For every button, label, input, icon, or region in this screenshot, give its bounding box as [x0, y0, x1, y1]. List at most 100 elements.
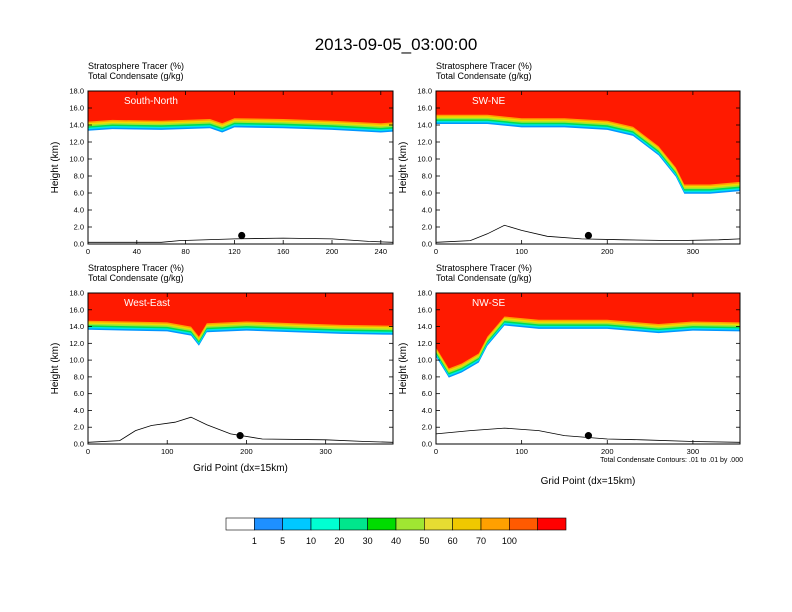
- y-tick-label: 6.0: [74, 389, 84, 398]
- y-axis-label: Height (km): [398, 343, 409, 395]
- x-tick-label: 240: [375, 247, 388, 256]
- y-tick-label: 2.0: [422, 223, 432, 232]
- colorbar-label: 40: [391, 536, 401, 546]
- colorbar-label: 20: [334, 536, 344, 546]
- x-tick-label: 300: [319, 447, 332, 456]
- y-tick-label: 16.0: [417, 305, 432, 314]
- colorbar-label: 30: [363, 536, 373, 546]
- panel-label: West-East: [124, 298, 170, 309]
- x-axis-label: Grid Point (dx=15km): [193, 463, 288, 474]
- y-tick-label: 18.0: [417, 87, 432, 96]
- colorbar-label: 1: [252, 536, 257, 546]
- panel-west-east: Stratosphere Tracer (%)Total Condensate …: [50, 263, 394, 474]
- y-tick-label: 6.0: [422, 189, 432, 198]
- colorbar-swatch: [282, 517, 312, 531]
- panel-label: NW-SE: [472, 298, 505, 309]
- panel-title-line2: Total Condensate (g/kg): [88, 273, 184, 283]
- x-tick-label: 200: [601, 247, 614, 256]
- colorbar-swatch: [480, 517, 510, 531]
- y-tick-label: 2.0: [422, 423, 432, 432]
- y-tick-label: 2.0: [74, 423, 84, 432]
- x-tick-label: 0: [434, 247, 438, 256]
- y-tick-label: 4.0: [422, 206, 432, 215]
- x-tick-label: 80: [181, 247, 189, 256]
- plot-frame: [435, 90, 741, 245]
- y-tick-label: 4.0: [74, 206, 84, 215]
- x-tick-label: 100: [515, 247, 528, 256]
- y-tick-label: 18.0: [69, 87, 84, 96]
- colorbar-swatch: [310, 517, 340, 531]
- x-tick-label: 0: [86, 247, 90, 256]
- y-tick-label: 12.0: [69, 138, 84, 147]
- y-axis-label: Height (km): [50, 343, 61, 395]
- colorbar-label: 50: [419, 536, 429, 546]
- y-tick-label: 10.0: [417, 356, 432, 365]
- figure-title: 2013-09-05_03:00:00: [315, 35, 478, 54]
- colorbar-swatch: [452, 517, 482, 531]
- location-marker: [584, 432, 593, 440]
- colorbar-label: 10: [306, 536, 316, 546]
- x-tick-label: 0: [434, 447, 438, 456]
- location-marker: [236, 432, 244, 440]
- colorbar-label: 70: [476, 536, 486, 546]
- x-tick-label: 100: [515, 447, 528, 456]
- y-tick-label: 8.0: [74, 172, 84, 181]
- panel-title-line1: Stratosphere Tracer (%): [88, 61, 184, 71]
- colorbar: 1 5 10 20 30 40 50 60 70 100: [225, 517, 567, 546]
- y-tick-label: 10.0: [69, 356, 84, 365]
- colorbar-label: 5: [280, 536, 285, 546]
- panel-south-north: Stratosphere Tracer (%)Total Condensate …: [50, 61, 394, 256]
- terrain-line: [87, 416, 394, 443]
- terrain-line: [88, 237, 394, 243]
- x-tick-label: 300: [687, 247, 700, 256]
- plot-frame: [87, 90, 394, 245]
- y-tick-label: 10.0: [417, 155, 432, 164]
- y-tick-label: 0.0: [74, 440, 84, 449]
- panel-label: South-North: [124, 96, 178, 107]
- y-tick-label: 0.0: [422, 440, 432, 449]
- stratosphere-tracer-region: [88, 293, 393, 337]
- panel-nw-se: Stratosphere Tracer (%)Total Condensate …: [398, 263, 741, 487]
- y-tick-label: 16.0: [69, 104, 84, 113]
- y-axis-label: Height (km): [398, 142, 409, 194]
- colorbar-swatch: [254, 517, 283, 531]
- x-tick-label: 40: [133, 247, 141, 256]
- colorbar-swatch: [339, 517, 368, 531]
- y-tick-label: 0.0: [74, 240, 84, 249]
- y-tick-label: 8.0: [422, 172, 432, 181]
- colorbar-swatch: [395, 517, 425, 531]
- panels: Stratosphere Tracer (%)Total Condensate …: [50, 61, 741, 487]
- location-marker: [584, 231, 593, 240]
- y-tick-label: 8.0: [422, 372, 432, 381]
- colorbar-label: 100: [502, 536, 517, 546]
- y-tick-label: 10.0: [69, 155, 84, 164]
- x-tick-label: 200: [326, 247, 339, 256]
- y-tick-label: 8.0: [74, 372, 84, 381]
- x-tick-label: 300: [687, 447, 700, 456]
- plot-frame: [87, 292, 394, 445]
- colorbar-swatch: [225, 517, 255, 531]
- x-tick-label: 120: [228, 247, 241, 256]
- y-tick-label: 14.0: [417, 121, 432, 130]
- colorbar-swatch: [367, 517, 397, 531]
- panel-title-line2: Total Condensate (g/kg): [436, 71, 532, 81]
- y-tick-label: 12.0: [417, 138, 432, 147]
- contour-note: Total Condensate Contours: .01 to .01 by…: [600, 457, 743, 464]
- y-tick-label: 18.0: [417, 289, 432, 298]
- panel-title-line1: Stratosphere Tracer (%): [88, 263, 184, 273]
- stratosphere-tracer-region: [436, 293, 740, 369]
- y-tick-label: 4.0: [74, 406, 84, 415]
- location-marker: [238, 231, 246, 240]
- terrain-line: [435, 427, 741, 443]
- x-tick-label: 0: [86, 447, 90, 456]
- y-tick-label: 0.0: [422, 240, 432, 249]
- x-axis-label: Grid Point (dx=15km): [541, 476, 636, 487]
- y-tick-label: 16.0: [417, 104, 432, 113]
- y-tick-label: 6.0: [422, 389, 432, 398]
- x-tick-label: 200: [601, 447, 614, 456]
- y-tick-label: 14.0: [69, 322, 84, 331]
- plot-frame: [435, 292, 741, 445]
- colorbar-swatch: [537, 517, 567, 531]
- panel-sw-ne: Stratosphere Tracer (%)Total Condensate …: [398, 61, 741, 256]
